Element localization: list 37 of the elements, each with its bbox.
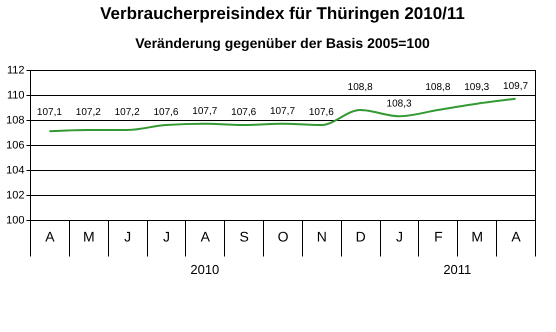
x-tick-label: A xyxy=(200,228,211,244)
x-tick-label: M xyxy=(471,228,484,244)
x-tick-label: N xyxy=(316,228,327,244)
y-tick-label: 110 xyxy=(6,90,24,102)
x-tick-label: J xyxy=(396,228,404,244)
data-label: 107,1 xyxy=(36,107,62,118)
data-label: 108,3 xyxy=(386,98,412,110)
y-tick-label: 100 xyxy=(6,214,24,226)
data-label: 108,8 xyxy=(348,82,374,93)
x-tick-label: J xyxy=(162,228,170,244)
y-tick-label: 112 xyxy=(6,64,24,76)
x-tick-label: D xyxy=(356,228,366,244)
data-label: 109,7 xyxy=(503,80,529,92)
data-label: 107,7 xyxy=(192,106,218,117)
x-tick-label: S xyxy=(239,228,249,244)
y-tick-label: 108 xyxy=(6,114,24,126)
text: 2010 xyxy=(190,262,220,277)
data-label: 107,7 xyxy=(270,106,296,117)
data-label: 107,2 xyxy=(76,107,102,118)
y-tick-label: 104 xyxy=(6,164,24,176)
y-tick-label: 102 xyxy=(6,190,24,202)
x-tick-label: F xyxy=(434,228,443,244)
x-tick-label: M xyxy=(82,228,95,244)
x-tick-label: O xyxy=(278,228,289,244)
x-tick-label: A xyxy=(45,228,56,244)
data-label: 107,2 xyxy=(114,107,140,118)
data-label: 109,3 xyxy=(464,82,490,93)
text: 2011 xyxy=(443,262,472,277)
data-label: 107,6 xyxy=(153,107,179,118)
data-label: 107,6 xyxy=(231,107,257,118)
chart-subtitle: Veränderung gegenüber der Basis 2005=100 xyxy=(135,35,430,51)
x-tick-label: J xyxy=(124,228,132,244)
chart-title: Verbraucherpreisindex für Thüringen 2010/11 xyxy=(100,4,465,23)
x-tick-label: A xyxy=(511,228,522,244)
data-label: 108,8 xyxy=(425,82,451,93)
y-tick-label: 106 xyxy=(6,140,24,152)
data-label: 107,6 xyxy=(308,107,334,118)
